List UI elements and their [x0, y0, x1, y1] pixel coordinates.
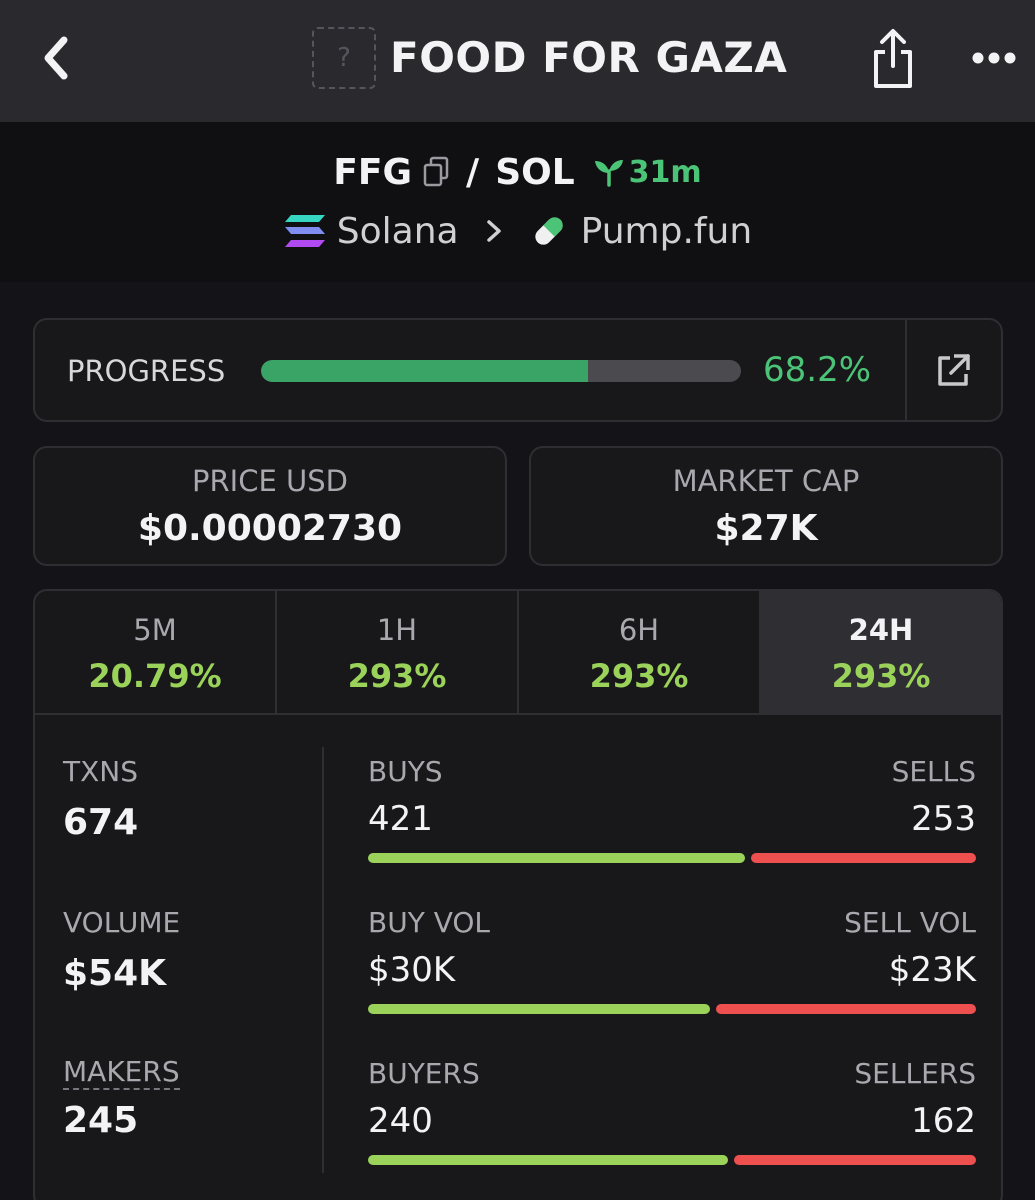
sellers-value: 162 [911, 1101, 976, 1141]
chain-breadcrumb: Solana Pump.fun [0, 206, 1035, 256]
tab-label: 1H [376, 613, 418, 647]
dex-link[interactable]: Pump.fun [529, 210, 753, 252]
solana-logo-icon [284, 215, 325, 247]
timeframe-tabs: 5M 20.79% 1H 293% 6H 293% 24H 293% [35, 591, 1001, 715]
sells-label: SELLS [891, 755, 976, 788]
tab-5m[interactable]: 5M 20.79% [35, 591, 277, 713]
page-title: FOOD FOR GAZA [390, 33, 788, 82]
price-label: PRICE USD [192, 464, 348, 498]
tab-6h[interactable]: 6H 293% [519, 591, 761, 713]
summary-column: TXNS 674 VOLUME $54K MAKERS 245 [35, 715, 323, 1200]
more-icon [972, 52, 1016, 64]
pair-age-text: 31m [628, 154, 702, 190]
progress-label: PROGRESS [67, 354, 226, 388]
sell-vol-value: $23K [888, 950, 976, 990]
market-cap-card: MARKET CAP $27K [529, 446, 1003, 566]
tab-change: 293% [831, 657, 931, 695]
sell-share-bar [716, 1004, 976, 1014]
buy-vol-value: $30K [368, 950, 456, 990]
sell-share-bar [734, 1155, 976, 1165]
volume-bar [368, 1004, 976, 1014]
progress-bar-fill [261, 360, 589, 382]
pair-line: FFG / SOL 31m [0, 148, 1035, 196]
external-link-icon [938, 354, 970, 386]
column-divider [322, 747, 324, 1173]
txns-value: 674 [63, 802, 139, 843]
progress-divider [905, 320, 907, 420]
share-button[interactable] [864, 24, 922, 94]
pill-icon [534, 217, 563, 245]
pair-age: 31m [593, 155, 702, 190]
buy-share-bar [368, 853, 745, 863]
tab-label: 6H [618, 613, 660, 647]
market-cap-label: MARKET CAP [672, 464, 860, 498]
price-value: $0.00002730 [137, 508, 403, 549]
progress-card: PROGRESS 68.2% [33, 318, 1003, 422]
txns-label: TXNS [63, 755, 139, 788]
more-options-button[interactable] [962, 36, 1026, 80]
pair-separator: / [466, 151, 480, 193]
tab-label: 24H [848, 613, 914, 647]
progress-bar [261, 360, 741, 382]
chevron-right-icon [486, 220, 501, 242]
tab-label: 5M [133, 613, 177, 647]
chain-name: Solana [336, 210, 459, 252]
txns-stat: TXNS 674 [63, 755, 138, 843]
chevron-left-icon [44, 36, 68, 80]
pair-header: FFG / SOL 31m Solana [0, 122, 1035, 282]
buyers-sellers-bar [368, 1155, 976, 1165]
token-image-placeholder-text: ? [337, 43, 351, 73]
buyers-sellers-metric: BUYERS SELLERS 240 162 [368, 1057, 976, 1177]
token-image-placeholder: ? [312, 27, 376, 89]
volume-value: $54K [63, 953, 167, 994]
buy-share-bar [368, 1155, 728, 1165]
price-card: PRICE USD $0.00002730 [33, 446, 507, 566]
tab-change: 20.79% [88, 657, 222, 695]
back-button[interactable] [28, 28, 84, 88]
sellers-label: SELLERS [854, 1057, 976, 1090]
timeframe-stats-card: 5M 20.79% 1H 293% 6H 293% 24H 293% TXNS … [33, 589, 1003, 1200]
sells-value: 253 [911, 799, 976, 839]
buys-sells-metric: BUYS SELLS 421 253 [368, 755, 976, 875]
progress-percent: 68.2% [763, 350, 872, 390]
buy-share-bar [368, 1004, 710, 1014]
buyers-value: 240 [368, 1101, 433, 1141]
pair-base-symbol: FFG [333, 151, 413, 193]
volume-metric: BUY VOL SELL VOL $30K $23K [368, 906, 976, 1026]
pair-quote-symbol: SOL [495, 151, 575, 193]
copy-icon [423, 156, 449, 187]
sell-vol-label: SELL VOL [844, 906, 976, 939]
open-external-button[interactable] [929, 348, 977, 394]
tab-change: 293% [589, 657, 689, 695]
tab-24h[interactable]: 24H 293% [761, 591, 1001, 713]
market-cap-value: $27K [714, 508, 818, 549]
volume-label: VOLUME [63, 906, 181, 939]
makers-stat: MAKERS 245 [63, 1056, 180, 1141]
sell-share-bar [751, 853, 976, 863]
copy-address-button[interactable] [422, 156, 450, 188]
buys-sells-bar [368, 853, 976, 863]
tab-change: 293% [347, 657, 447, 695]
volume-stat: VOLUME $54K [63, 906, 180, 994]
buy-vol-label: BUY VOL [368, 906, 491, 939]
tab-1h[interactable]: 1H 293% [277, 591, 519, 713]
dex-name: Pump.fun [580, 210, 753, 252]
seedling-icon [594, 160, 623, 187]
makers-value: 245 [63, 1100, 139, 1141]
buyers-label: BUYERS [368, 1057, 480, 1090]
buys-label: BUYS [368, 755, 443, 788]
buys-value: 421 [368, 799, 433, 839]
makers-label[interactable]: MAKERS [63, 1055, 180, 1090]
chain-link[interactable]: Solana [283, 211, 459, 252]
share-icon [874, 29, 912, 88]
top-bar: ? FOOD FOR GAZA [0, 0, 1035, 122]
